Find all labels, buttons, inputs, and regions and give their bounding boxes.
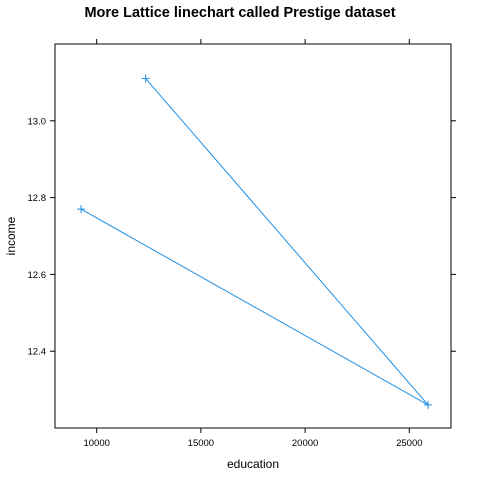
data-point (77, 205, 86, 214)
x-tick-label: 15000 (188, 438, 214, 449)
x-tick-label: 10000 (83, 438, 109, 449)
y-tick-label: 12.4 (28, 347, 47, 358)
data-point (141, 74, 150, 83)
x-tick-label: 25000 (396, 438, 422, 449)
series-layer (77, 74, 433, 409)
y-axis-label: income (4, 216, 18, 255)
chart-title: More Lattice linechart called Prestige d… (84, 5, 395, 21)
x-axis-label: education (227, 457, 279, 471)
y-tick-label: 12.6 (28, 270, 47, 281)
x-tick-label: 20000 (292, 438, 318, 449)
plot-frame (54, 43, 452, 429)
y-tick-label: 13.0 (28, 116, 47, 127)
data-point (424, 400, 433, 409)
axis-ticks: 10000 15000 20000 25000 12.4 12.6 12.8 13.0 (28, 39, 456, 449)
series-line (80, 78, 429, 406)
y-tick-label: 12.8 (28, 193, 47, 204)
